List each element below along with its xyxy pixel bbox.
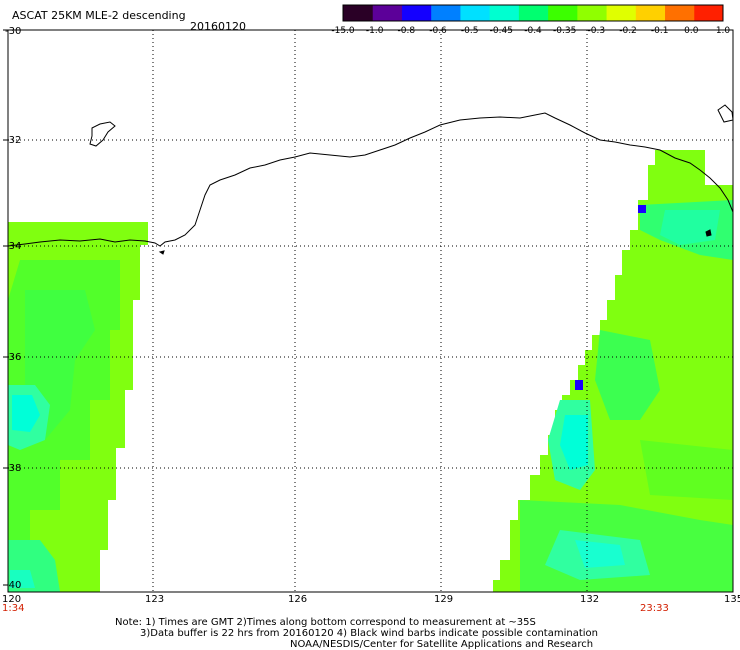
- colorbar-swatch: [664, 5, 695, 21]
- swath-right: [493, 150, 733, 592]
- colorbar-swatch: [547, 5, 578, 21]
- lat-lon-grid: [8, 30, 733, 592]
- colorbar-swatch: [576, 5, 607, 21]
- colorbar-tick-label: -0.4: [524, 26, 542, 36]
- colorbar-swatch: [459, 5, 490, 21]
- colorbar-swatch: [489, 5, 519, 21]
- colorbar-swatch: [343, 5, 373, 21]
- footer-note-2: 3)Data buffer is 22 hrs from 20160120 4)…: [140, 628, 598, 639]
- colorbar-tick-label: -0.2: [619, 26, 637, 36]
- lat-label-30: -30: [5, 26, 22, 37]
- time-label-left: 1:34: [2, 603, 25, 614]
- colorbar-tick-label: -0.6: [429, 26, 447, 36]
- colorbar-tick-label: 0.0: [684, 26, 699, 36]
- lat-label-32: -32: [5, 135, 22, 146]
- lat-label-38: -38: [5, 463, 22, 474]
- lon-label-135: 135: [724, 594, 740, 605]
- lon-label-120: 120: [2, 594, 22, 605]
- lat-label-36: -36: [5, 352, 22, 363]
- colorbar-tick-label: -0.35: [553, 26, 577, 36]
- lon-label-126: 126: [288, 594, 308, 605]
- lat-label-34: -34: [5, 241, 22, 252]
- colorbar-swatch: [372, 5, 402, 21]
- map-date: 20160120: [190, 20, 246, 33]
- time-label-right: 23:33: [640, 603, 669, 614]
- lon-label-132: 132: [580, 594, 600, 605]
- map-title: ASCAT 25KM MLE-2 descending: [12, 9, 186, 22]
- colorbar-tick-label: -1.0: [365, 26, 384, 36]
- colorbar-swatch: [635, 5, 666, 21]
- colorbar-swatch: [430, 5, 461, 21]
- colorbar-tick-label: -0.3: [587, 26, 606, 36]
- colorbar-swatch: [518, 5, 549, 21]
- lon-label-123: 123: [145, 594, 165, 605]
- footer-credit: NOAA/NESDIS/Center for Satellite Applica…: [290, 639, 594, 650]
- colorbar-tick-label: -15.0: [331, 26, 355, 36]
- colorbar-tick-label: -0.8: [397, 26, 416, 36]
- swath-left: [8, 222, 148, 592]
- colorbar-tick-label: -0.45: [489, 26, 513, 36]
- footer-note-1: Note: 1) Times are GMT 2)Times along bot…: [115, 617, 536, 628]
- colorbar-swatch: [401, 5, 432, 21]
- axis-ticks: [3, 29, 8, 586]
- colorbar: [342, 4, 724, 22]
- colorbar-tick-label: 1.0: [715, 26, 731, 36]
- map-frame: [7, 29, 734, 593]
- colorbar-swatch: [606, 5, 636, 21]
- colorbar-tick-label: -0.5: [460, 26, 479, 36]
- lon-label-129: 129: [434, 594, 454, 605]
- lat-label-40: -40: [5, 580, 22, 591]
- colorbar-swatch: [693, 5, 724, 21]
- colorbar-tick-label: -0.1: [650, 26, 669, 36]
